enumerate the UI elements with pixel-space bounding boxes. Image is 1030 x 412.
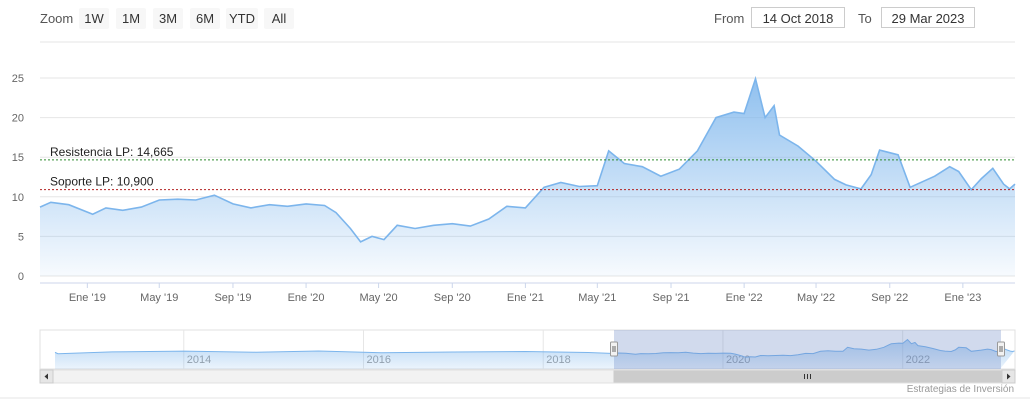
navigator-left-handle xyxy=(610,341,619,357)
navigator-right-handle xyxy=(997,341,1005,357)
scrollbar[interactable] xyxy=(0,369,1030,399)
credit-label: Estrategias de Inversión xyxy=(906,384,1014,395)
support-label: Soporte LP: 10,900 xyxy=(50,175,154,189)
x-tick-label: Ene '23 xyxy=(944,292,981,304)
zoom-1m-button[interactable]: 1M xyxy=(116,8,146,29)
x-tick-label: May '21 xyxy=(578,292,616,304)
arrow-left-icon xyxy=(44,373,48,380)
plot-lines-layer: Resistencia LP: 14,665 Soporte LP: 10,900 xyxy=(40,145,1015,191)
zoom-6m-button[interactable]: 6M xyxy=(190,8,220,29)
x-tick-label: Ene '22 xyxy=(726,292,763,304)
zoom-label: Zoom xyxy=(40,11,74,26)
y-tick-label: 25 xyxy=(12,73,24,85)
range-selector-toolbar: Zoom 1W 1M 3M 6M YTD All From 14 Oct 201… xyxy=(0,0,1030,40)
y-axis: 0 5 10 15 20 25 xyxy=(12,73,24,283)
navigator-area xyxy=(55,339,1015,369)
zoom-ytd-button[interactable]: YTD xyxy=(226,8,258,29)
x-tick-label: May '19 xyxy=(140,292,178,304)
x-tick-label: Sep '20 xyxy=(434,292,471,304)
x-tick-label: Ene '21 xyxy=(507,292,544,304)
x-tick-label: Ene '19 xyxy=(69,292,106,304)
navigator-line xyxy=(54,338,1015,358)
y-tick-label: 0 xyxy=(18,271,24,283)
y-tick-label: 10 xyxy=(12,192,24,204)
y-tick-label: 5 xyxy=(18,231,24,243)
series-line xyxy=(39,75,1016,243)
zoom-3m-button[interactable]: 3M xyxy=(153,8,183,29)
x-tick-label: Sep '22 xyxy=(871,292,908,304)
zoom-1w-button[interactable]: 1W xyxy=(79,8,109,29)
series-layer xyxy=(39,75,1016,276)
x-axis: Ene '19 May '19 Sep '19 Ene '20 May '20 Sep '… xyxy=(40,282,1015,304)
zoom-all-button[interactable]: All xyxy=(264,8,294,29)
from-label: From xyxy=(714,11,745,26)
arrow-right-icon xyxy=(1007,373,1011,380)
navigator[interactable]: 20142016201820202022 xyxy=(39,329,1016,370)
resistance-label: Resistencia LP: 14,665 xyxy=(50,145,174,159)
x-tick-label: Sep '21 xyxy=(653,292,690,304)
y-tick-label: 20 xyxy=(12,113,24,125)
series-area xyxy=(40,78,1015,276)
x-tick-label: Ene '20 xyxy=(288,292,325,304)
to-label: To xyxy=(858,11,872,26)
x-tick-label: Sep '19 xyxy=(214,292,251,304)
navigator-selection xyxy=(614,330,1001,369)
x-tick-label: May '22 xyxy=(797,292,835,304)
to-date-input[interactable]: 29 Mar 2023 xyxy=(881,7,975,28)
from-date-input[interactable]: 14 Oct 2018 xyxy=(751,7,845,28)
x-tick-label: May '20 xyxy=(359,292,397,304)
y-tick-label: 15 xyxy=(12,152,24,164)
